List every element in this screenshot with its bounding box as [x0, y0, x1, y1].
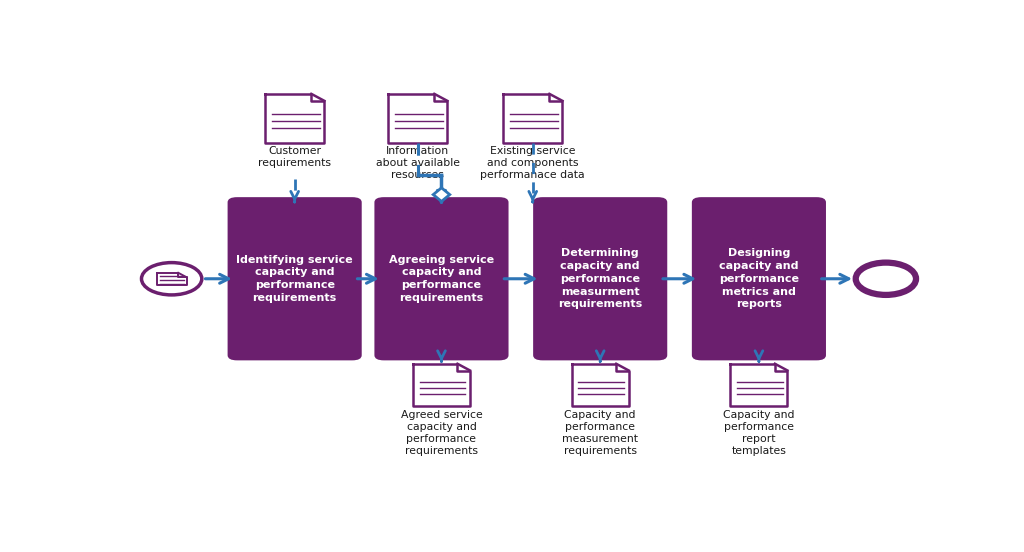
Text: Agreed service
capacity and
performance
requirements: Agreed service capacity and performance …: [400, 410, 482, 455]
Polygon shape: [413, 364, 470, 406]
Polygon shape: [571, 364, 629, 406]
Text: Capacity and
performance
report
templates: Capacity and performance report template…: [723, 410, 795, 455]
Text: Determining
capacity and
performance
measurment
requirements: Determining capacity and performance mea…: [558, 248, 642, 309]
Polygon shape: [265, 94, 325, 143]
Text: Customer
requirements: Customer requirements: [258, 146, 331, 168]
Circle shape: [141, 263, 202, 295]
Text: Existing service
and components
performanace data: Existing service and components performa…: [480, 146, 585, 180]
Polygon shape: [157, 273, 186, 285]
Polygon shape: [503, 94, 562, 143]
Text: Capacity and
performance
measurement
requirements: Capacity and performance measurement req…: [562, 410, 638, 455]
FancyBboxPatch shape: [534, 197, 668, 360]
FancyBboxPatch shape: [375, 197, 509, 360]
Text: Information
about available
resources: Information about available resources: [376, 146, 460, 180]
Polygon shape: [730, 364, 787, 406]
Text: Designing
capacity and
performance
metrics and
reports: Designing capacity and performance metri…: [719, 248, 799, 309]
Text: Identifying service
capacity and
performance
requirements: Identifying service capacity and perform…: [237, 254, 353, 303]
FancyBboxPatch shape: [692, 197, 826, 360]
Text: Agreeing service
capacity and
performance
requirements: Agreeing service capacity and performanc…: [389, 254, 494, 303]
FancyBboxPatch shape: [227, 197, 361, 360]
Circle shape: [856, 263, 916, 295]
Polygon shape: [433, 188, 450, 201]
Polygon shape: [388, 94, 447, 143]
